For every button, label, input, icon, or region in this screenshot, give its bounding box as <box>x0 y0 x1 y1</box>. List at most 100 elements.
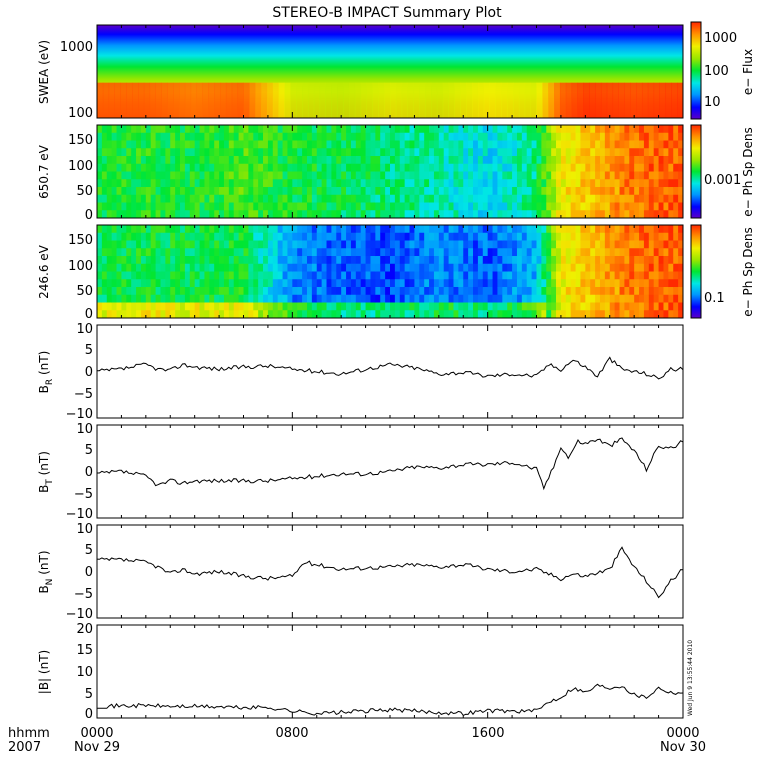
pad650-cell <box>380 156 386 165</box>
pad246-cell <box>458 256 464 265</box>
pad246-cell <box>346 287 352 296</box>
pad650-cell <box>267 194 274 203</box>
pad246-cell <box>487 225 493 234</box>
pad650-cell <box>223 179 230 188</box>
pad246-cell <box>316 248 323 257</box>
pad650-cell <box>565 210 572 219</box>
pad650-cell <box>370 171 376 180</box>
pad246-cell <box>521 225 528 234</box>
pad246-cell <box>624 302 630 311</box>
swea-low-energy-cell <box>495 82 502 118</box>
swea-low-energy-cell <box>378 82 385 118</box>
swea-low-energy-cell <box>518 82 526 118</box>
pad650-cell <box>507 125 513 134</box>
pad650-cell <box>199 163 205 172</box>
pad650-cell <box>531 202 537 211</box>
pad246-cell <box>507 302 513 311</box>
pad246-cell <box>473 248 479 257</box>
pad246-cell <box>551 271 557 280</box>
pad246-cell <box>663 287 669 296</box>
swea-low-energy-cell <box>671 82 678 118</box>
pad246-cell <box>668 294 674 303</box>
pad246-cell <box>390 248 396 257</box>
pad650-cell <box>238 194 244 203</box>
pad246-cell <box>619 263 625 272</box>
pad246-cell <box>199 248 205 257</box>
pad650-cell <box>219 187 225 196</box>
pad246-cell <box>209 310 215 319</box>
pad650-cell <box>404 179 410 188</box>
pad246-cell <box>370 271 376 280</box>
pad246-cell <box>448 279 454 288</box>
pad650-cell <box>267 148 274 157</box>
pad650-cell <box>624 202 630 211</box>
pad246-ytick: 100 <box>68 259 93 274</box>
pad650-cell <box>512 125 518 134</box>
pad650-cell <box>214 187 220 196</box>
pad246-cell <box>219 302 225 311</box>
pad650-cell <box>653 156 659 165</box>
pad246-cell <box>521 310 528 319</box>
pad246-cell <box>624 248 630 257</box>
pad246-cell <box>551 225 557 234</box>
pad650-cell <box>492 171 498 180</box>
pad650-cell <box>643 179 650 188</box>
pad650-cell <box>609 202 616 211</box>
pad650-cell <box>336 194 342 203</box>
pad246-cell <box>590 271 596 280</box>
pad650-cell <box>297 179 303 188</box>
pad246-cell <box>175 279 181 288</box>
pad650-cell <box>360 171 366 180</box>
pad650-cell <box>619 156 625 165</box>
pad650-cell <box>678 156 684 165</box>
pad246-cell <box>487 294 493 303</box>
pad650-cell <box>565 163 572 172</box>
pad246-cell <box>126 279 132 288</box>
swea-low-energy-cell <box>155 82 162 118</box>
pad246-cell <box>209 287 215 296</box>
pad650-cell <box>209 140 215 149</box>
pad650-cell <box>355 194 362 203</box>
pad650-cell <box>482 171 489 180</box>
pad246-cell <box>350 248 357 257</box>
pad246-cell <box>316 310 323 319</box>
pad650-cell <box>346 194 352 203</box>
pad246-cell <box>214 263 220 272</box>
pad246-cell <box>380 263 386 272</box>
pad650-cell <box>199 171 205 180</box>
pad650-cell <box>350 179 357 188</box>
pad246-cell <box>546 248 552 257</box>
pad246-ytick: 0 <box>85 307 93 322</box>
pad246-cell <box>497 294 503 303</box>
pad650-cell <box>375 132 381 141</box>
panel-br: 10 5 0 −5 −10 BR (nT) <box>37 322 684 422</box>
pad246-cell <box>575 302 581 311</box>
pad650-cell <box>97 140 103 149</box>
pad246-cell <box>97 256 103 265</box>
pad650-cell <box>443 194 449 203</box>
pad246-cell <box>233 287 240 296</box>
pad246-cell <box>394 225 401 234</box>
bn-ylabel-unit: (nT) <box>37 550 51 578</box>
pad246-cell <box>238 271 244 280</box>
pad246-cell <box>111 271 117 280</box>
pad650-cell <box>365 194 371 203</box>
pad650-cell <box>409 210 415 219</box>
pad246-cell <box>101 271 108 280</box>
pad246-cell <box>331 287 337 296</box>
pad246-cell <box>668 287 674 296</box>
pad650-cell <box>560 140 567 149</box>
pad650-cell <box>165 187 171 196</box>
pad246-cell <box>155 248 161 257</box>
pad246-cell <box>604 294 611 303</box>
pad650-cell <box>321 125 327 134</box>
pad650-cell <box>175 140 181 149</box>
pad650-cell <box>170 179 176 188</box>
pad246-cell <box>477 248 484 257</box>
pad246-cell <box>575 256 581 265</box>
pad246-cell <box>570 287 576 296</box>
pad246-cell <box>287 279 293 288</box>
pad650-cell <box>204 163 210 172</box>
pad650-cell <box>580 210 586 219</box>
pad246-cell <box>394 256 401 265</box>
